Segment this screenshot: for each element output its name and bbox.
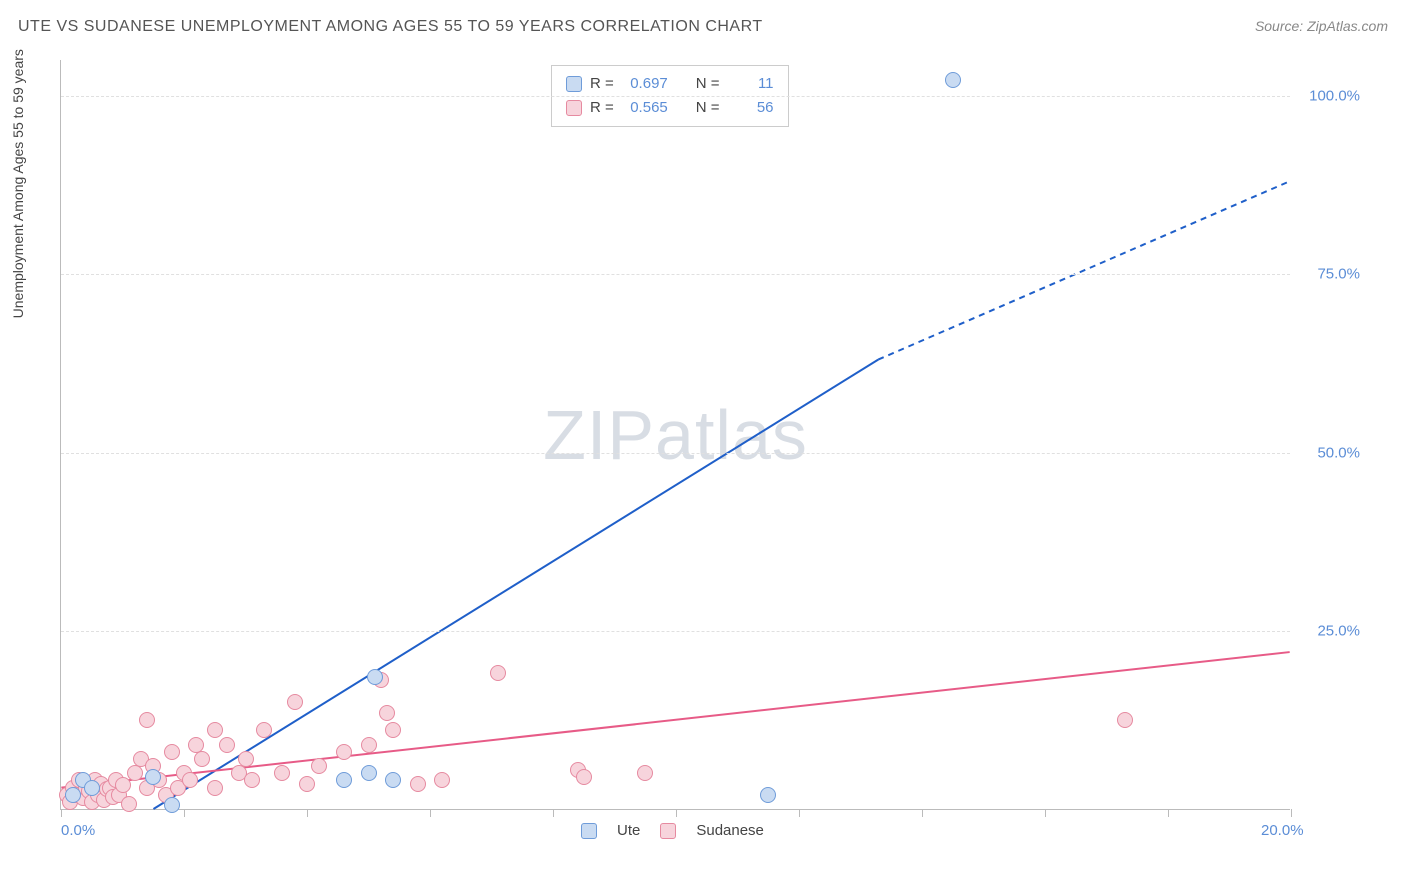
x-tick xyxy=(61,809,62,817)
data-point xyxy=(311,758,327,774)
data-point xyxy=(164,744,180,760)
grid-line xyxy=(61,453,1290,454)
x-tick xyxy=(307,809,308,817)
data-point xyxy=(637,765,653,781)
swatch-sudanese-bottom xyxy=(660,823,676,839)
data-point xyxy=(385,722,401,738)
x-tick xyxy=(430,809,431,817)
data-point xyxy=(188,737,204,753)
data-point xyxy=(182,772,198,788)
series-legend: Ute Sudanese xyxy=(581,822,764,839)
n-value-ute: 11 xyxy=(728,72,774,96)
series-name-sudanese: Sudanese xyxy=(696,822,764,839)
data-point xyxy=(336,744,352,760)
data-point xyxy=(127,765,143,781)
data-point xyxy=(219,737,235,753)
data-point xyxy=(207,722,223,738)
data-point xyxy=(121,796,137,812)
x-tick xyxy=(1045,809,1046,817)
source-value: ZipAtlas.com xyxy=(1307,18,1388,34)
y-tick-label: 50.0% xyxy=(1300,444,1360,461)
data-point xyxy=(238,751,254,767)
x-tick xyxy=(1168,809,1169,817)
swatch-sudanese xyxy=(566,100,582,116)
trend-lines-svg xyxy=(61,60,1290,809)
data-point xyxy=(1117,712,1133,728)
y-tick-label: 25.0% xyxy=(1300,623,1360,640)
data-point xyxy=(164,797,180,813)
data-point xyxy=(145,769,161,785)
data-point xyxy=(367,669,383,685)
chart-title: UTE VS SUDANESE UNEMPLOYMENT AMONG AGES … xyxy=(18,18,763,36)
grid-line xyxy=(61,274,1290,275)
x-tick xyxy=(799,809,800,817)
data-point xyxy=(256,722,272,738)
swatch-ute xyxy=(566,76,582,92)
swatch-ute-bottom xyxy=(581,823,597,839)
data-point xyxy=(576,769,592,785)
data-point xyxy=(945,72,961,88)
r-label-2: R = xyxy=(590,96,614,120)
x-tick xyxy=(1291,809,1292,817)
data-point xyxy=(274,765,290,781)
r-value-sudanese: 0.565 xyxy=(622,96,668,120)
y-tick-label: 75.0% xyxy=(1300,266,1360,283)
y-tick-label: 100.0% xyxy=(1300,87,1360,104)
data-point xyxy=(139,712,155,728)
data-point xyxy=(299,776,315,792)
n-label-2: N = xyxy=(696,96,720,120)
data-point xyxy=(287,694,303,710)
data-point xyxy=(410,776,426,792)
chart-area: Unemployment Among Ages 55 to 59 years Z… xyxy=(60,60,1370,830)
data-point xyxy=(65,787,81,803)
grid-line xyxy=(61,631,1290,632)
plot-region: ZIPatlas R = 0.697 N = 11 R = 0.565 N = … xyxy=(60,60,1290,810)
data-point xyxy=(385,772,401,788)
watermark-text: ZIPatlas xyxy=(543,395,808,475)
watermark-atlas: atlas xyxy=(655,396,808,474)
n-label: N = xyxy=(696,72,720,96)
x-tick xyxy=(922,809,923,817)
data-point xyxy=(336,772,352,788)
data-point xyxy=(760,787,776,803)
n-value-sudanese: 56 xyxy=(728,96,774,120)
data-point xyxy=(490,665,506,681)
data-point xyxy=(84,780,100,796)
y-axis-label: Unemployment Among Ages 55 to 59 years xyxy=(10,49,26,318)
chart-source: Source: ZipAtlas.com xyxy=(1255,18,1388,34)
data-point xyxy=(194,751,210,767)
watermark-zip: ZIP xyxy=(543,396,655,474)
stats-row-sudanese: R = 0.565 N = 56 xyxy=(566,96,774,120)
stats-row-ute: R = 0.697 N = 11 xyxy=(566,72,774,96)
r-label: R = xyxy=(590,72,614,96)
data-point xyxy=(244,772,260,788)
data-point xyxy=(361,737,377,753)
r-value-ute: 0.697 xyxy=(622,72,668,96)
data-point xyxy=(434,772,450,788)
x-tick-label: 20.0% xyxy=(1261,822,1304,839)
data-point xyxy=(207,780,223,796)
data-point xyxy=(361,765,377,781)
chart-header: UTE VS SUDANESE UNEMPLOYMENT AMONG AGES … xyxy=(18,18,1388,36)
series-name-ute: Ute xyxy=(617,822,640,839)
x-tick xyxy=(553,809,554,817)
data-point xyxy=(115,777,131,793)
x-tick xyxy=(184,809,185,817)
grid-line xyxy=(61,96,1290,97)
x-tick-label: 0.0% xyxy=(61,822,95,839)
source-label: Source: xyxy=(1255,18,1303,34)
data-point xyxy=(379,705,395,721)
x-tick xyxy=(676,809,677,817)
